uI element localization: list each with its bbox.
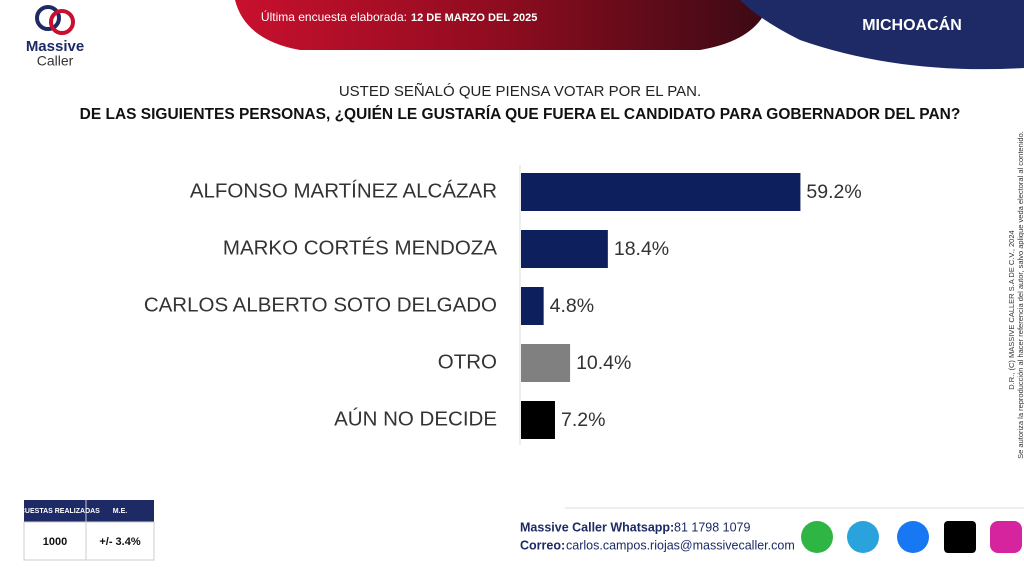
footer-value: 81 1798 1079 [674,520,751,534]
bars: ALFONSO MARTÍNEZ ALCÁZAR 59.2% MARKO CORTÉ… [144,173,862,439]
value-label: 59.2% [806,181,861,203]
bar [521,173,801,211]
header-band [235,0,770,50]
logo-name2: Caller [37,53,74,69]
table-header-cell: ENCUESTAS REALIZADAS [10,508,100,515]
value-label: 7.2% [561,409,605,431]
footer-label: Correo: [520,538,565,552]
category-label: ALFONSO MARTÍNEZ ALCÁZAR [190,179,497,202]
table-header-cell: M.E. [113,508,127,515]
bar [521,344,571,382]
category-label: OTRO [438,350,497,373]
header-prefix: Última encuesta elaborada: [261,9,407,24]
question-line2: DE LAS SIGUIENTES PERSONAS, ¿QUIÉN LE GU… [80,106,961,123]
table-cell: +/- 3.4% [99,536,140,548]
telegram-icon[interactable] [847,521,879,553]
category-label: CARLOS ALBERTO SOTO DELGADO [144,293,497,316]
bar [521,401,555,439]
facebook-icon[interactable] [897,521,929,553]
whatsapp-icon[interactable] [801,521,833,553]
table-body [23,521,155,561]
value-label: 18.4% [614,238,669,260]
bar [521,230,608,268]
question-line1: USTED SEÑALÓ QUE PIENSA VOTAR POR EL PAN… [339,83,701,100]
side-note: D.R., (C) MASSIVE CALLER S.A DE C.V., 20… [1007,230,1016,389]
category-label: MARKO CORTÉS MENDOZA [223,236,497,259]
logo-name: Massive [26,38,84,55]
table-header [24,500,154,522]
side-note: Se autoriza la reproducción al hacer ref… [1016,131,1024,459]
x-icon[interactable] [944,521,976,553]
instagram-icon[interactable] [990,521,1022,553]
region-band [740,0,1024,70]
region: MICHOACÁN [862,15,962,34]
footer-label: Massive Caller Whatsapp: [520,520,674,534]
value-label: 4.8% [550,295,594,317]
category-label: AÚN NO DECIDE [334,407,497,430]
value-label: 10.4% [576,352,631,374]
footer-value: carlos.campos.riojas@massivecaller.com [566,538,795,552]
header-date: 12 DE MARZO DEL 2025 [411,12,537,24]
logo [35,5,75,35]
table-cell: 1000 [43,536,67,548]
bar [521,287,544,325]
